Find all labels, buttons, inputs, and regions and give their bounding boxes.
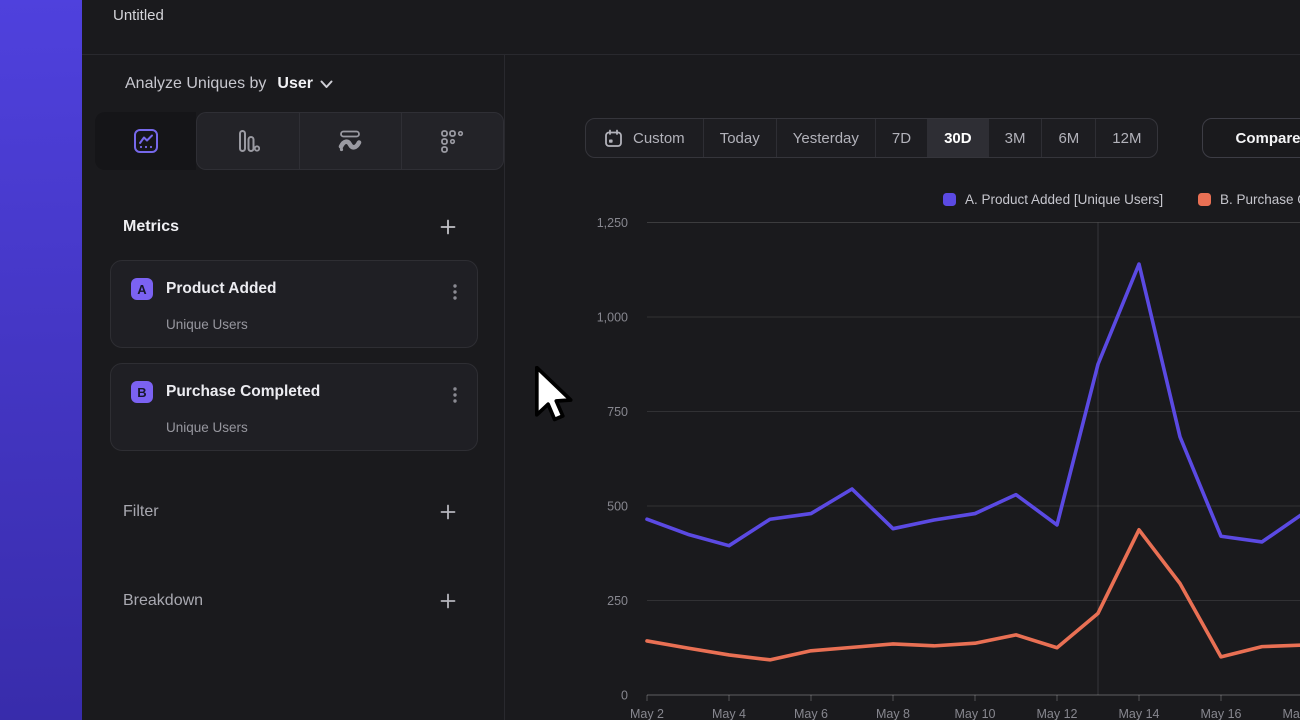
bar-chart-icon [236,129,260,153]
svg-text:May 18: May 18 [1283,707,1300,720]
metric-badge-a: A [131,278,153,300]
metric-measure[interactable]: Unique Users [166,317,248,332]
svg-text:750: 750 [607,405,628,419]
plus-icon [440,219,456,235]
svg-text:May 2: May 2 [630,707,664,720]
svg-text:May 8: May 8 [876,707,910,720]
metrics-title: Metrics [123,218,179,236]
analyze-label: Analyze Uniques by [125,75,266,93]
chart-panel: Custom Today Yesterday 7D 30D 3M 6M 12M … [505,55,1300,720]
line-chart-icon [133,128,159,154]
dot-grid-icon [439,128,465,154]
svg-text:May 16: May 16 [1201,707,1242,720]
plus-icon [440,593,456,609]
tab-bar-chart[interactable] [196,112,298,170]
metric-menu-button[interactable] [447,283,463,301]
svg-text:500: 500 [607,500,628,514]
app-window: Untitled Analyze Uniques by User [82,0,1300,720]
header: Untitled [82,0,1300,55]
metric-name: Product Added [166,280,277,298]
flow-icon [337,129,363,153]
kebab-menu-icon [453,284,457,300]
tab-line-chart[interactable] [95,112,196,170]
svg-text:May 4: May 4 [712,707,746,720]
metric-name: Purchase Completed [166,383,320,401]
analyze-by-value: User [277,75,313,93]
add-metric-button[interactable] [440,219,456,235]
svg-text:May 14: May 14 [1119,707,1160,720]
svg-text:May 10: May 10 [955,707,996,720]
chart-type-tabs [95,112,504,170]
svg-text:May 12: May 12 [1037,707,1078,720]
report-title[interactable]: Untitled [113,7,164,24]
filter-label: Filter [123,503,159,521]
tab-retention[interactable] [401,112,504,170]
svg-text:1,250: 1,250 [597,216,628,230]
kebab-menu-icon [453,387,457,403]
screen: Untitled Analyze Uniques by User [0,0,1300,720]
metric-measure[interactable]: Unique Users [166,420,248,435]
query-sidebar: Analyze Uniques by User [82,55,505,720]
line-chart[interactable]: 0 250 500 750 1,000 1,250 May 2 May 4 May 6 May 8… [505,55,1300,720]
tab-flows[interactable] [299,112,401,170]
metrics-section-header: Metrics [123,215,456,239]
svg-text:May 6: May 6 [794,707,828,720]
metric-card-b[interactable]: B Purchase Completed Unique Users [110,363,478,451]
plus-icon [440,504,456,520]
filter-section: Filter [123,500,456,524]
svg-text:1,000: 1,000 [597,311,628,325]
chevron-down-icon [320,80,333,89]
analyze-by-dropdown[interactable]: User [277,75,333,93]
add-filter-button[interactable] [440,504,456,520]
metric-card-a[interactable]: A Product Added Unique Users [110,260,478,348]
metric-badge-b: B [131,381,153,403]
add-breakdown-button[interactable] [440,593,456,609]
svg-text:250: 250 [607,594,628,608]
background-gradient [0,0,82,720]
analyze-row: Analyze Uniques by User [125,73,333,95]
breakdown-label: Breakdown [123,592,203,610]
metric-menu-button[interactable] [447,386,463,404]
breakdown-section: Breakdown [123,589,456,613]
svg-text:0: 0 [621,689,628,703]
